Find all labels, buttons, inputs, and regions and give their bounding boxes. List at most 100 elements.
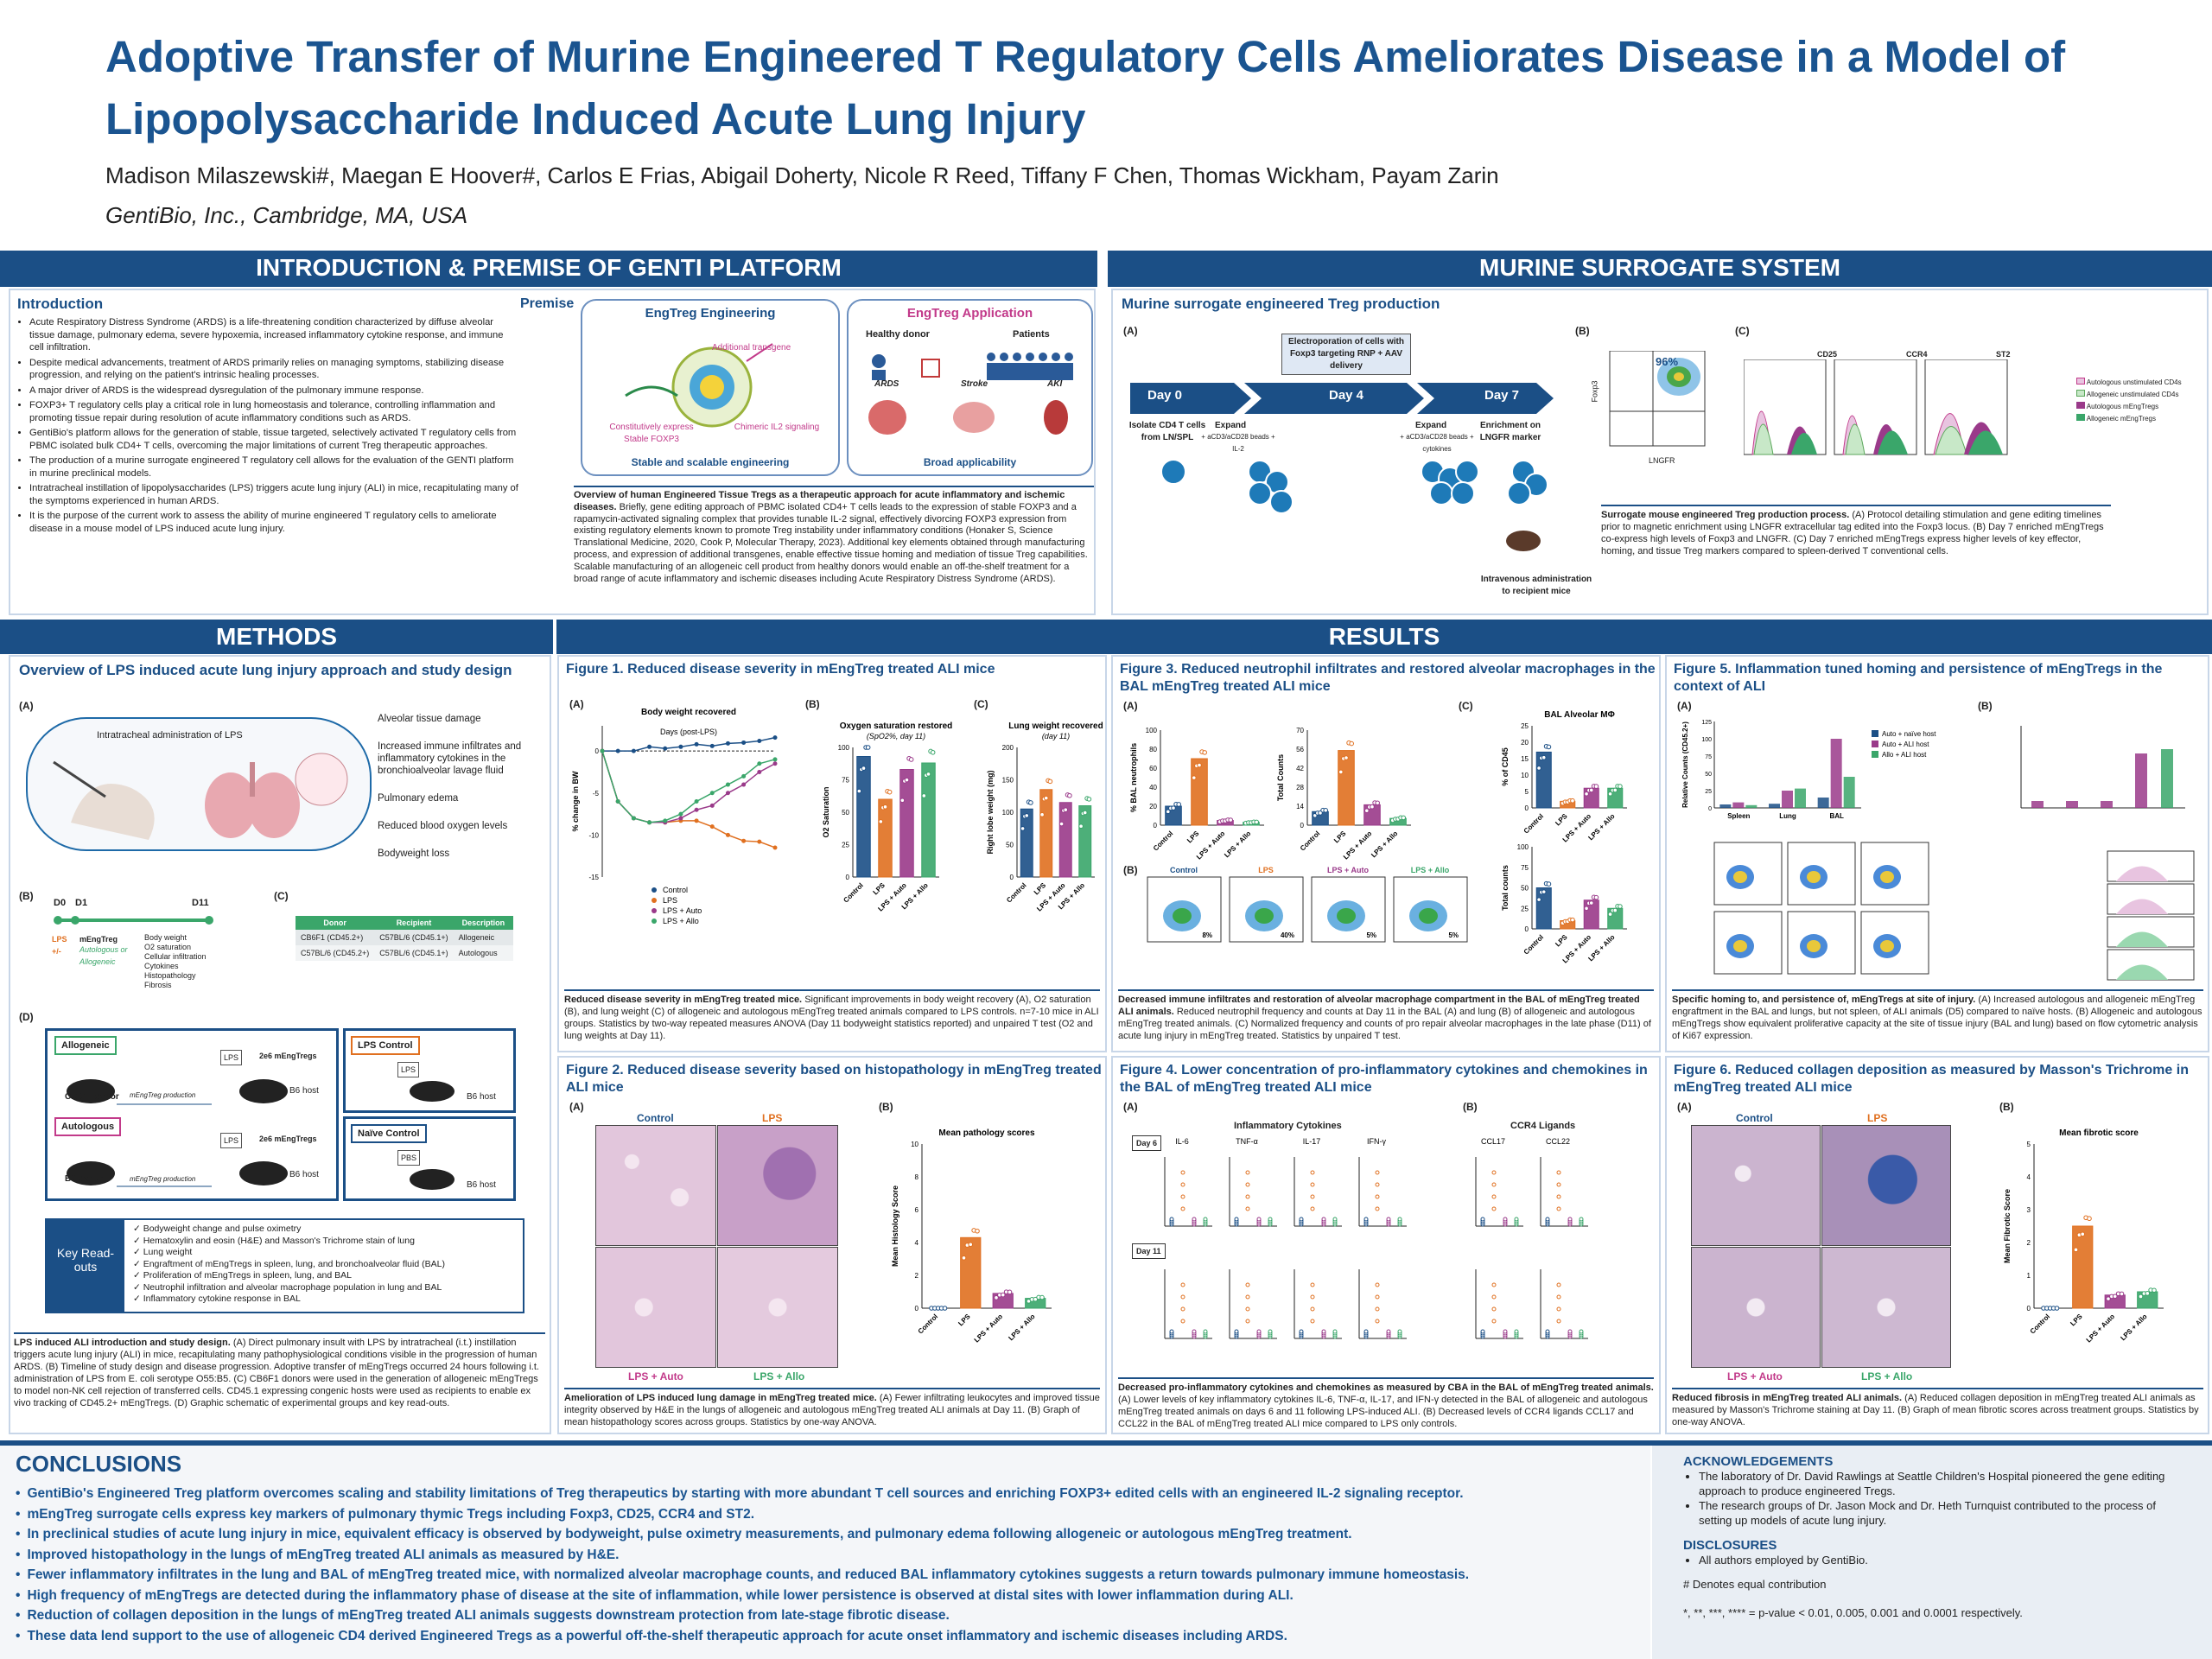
data-point — [1514, 1217, 1519, 1222]
flow-axis: Foxp3 — [1590, 380, 1599, 403]
data-point — [694, 807, 699, 812]
treg-cell-illustration — [625, 343, 773, 428]
tick-label: -10 — [588, 831, 599, 839]
ack-item: The laboratory of Dr. David Rawlings at … — [1699, 1469, 2181, 1498]
category-label: Control — [1152, 830, 1174, 852]
flow-population — [1419, 908, 1438, 924]
data-point — [1397, 1329, 1402, 1334]
data-point — [1375, 1294, 1380, 1300]
flow-pct: 96% — [1656, 355, 1679, 368]
legend-marker — [652, 918, 657, 924]
methods-heading: Overview of LPS induced acute lung injur… — [19, 662, 512, 678]
data-point — [1268, 1217, 1273, 1222]
data-point — [1310, 1182, 1315, 1187]
data-point — [1192, 1217, 1197, 1222]
intro-bullet: FOXP3+ T regulatory cells play a critica… — [29, 399, 518, 424]
design-text: B6 host — [289, 1086, 319, 1096]
fig2-title: Figure 2. Reduced disease severity based… — [566, 1063, 1102, 1095]
data-point — [725, 782, 730, 787]
flow-label: LPS + Allo — [1411, 866, 1450, 874]
data-point — [1491, 1282, 1497, 1287]
pval-note: *, **, ***, **** = p-value < 0.01, 0.005… — [1683, 1606, 2023, 1619]
bar — [856, 756, 871, 878]
conclusions-block: CONCLUSIONS GentiBio's Engineered Treg p… — [0, 1446, 1650, 1659]
axis-label: Right lobe weight (mg) — [986, 771, 995, 855]
data-point — [741, 838, 747, 843]
tick-label: 25 — [842, 842, 849, 849]
data-point — [1536, 897, 1541, 902]
data-point — [1556, 1319, 1561, 1324]
step-label: Enrichment on LNGFR marker — [1479, 421, 1541, 442]
axis-label: Mean Fibrotic Score — [2003, 1189, 2012, 1263]
tick-label: 4 — [915, 1239, 919, 1247]
histogram-peak — [2116, 866, 2168, 881]
data-point — [1612, 907, 1618, 913]
intro-band: INTRODUCTION & PREMISE OF GENTI PLATFORM — [0, 251, 1097, 287]
tick-label: 0 — [1154, 822, 1158, 830]
bottom-band — [0, 1440, 2212, 1446]
data-point — [1491, 1294, 1497, 1300]
tick-label: 20 — [1149, 803, 1157, 810]
key-item: ✓ Neutrophil infiltration and alveolar m… — [133, 1281, 442, 1293]
axis-label: Days (post-LPS) — [660, 728, 717, 736]
bar — [960, 1236, 982, 1309]
mt-label: LPS — [1867, 1112, 1888, 1124]
tick-label: 0 — [846, 874, 850, 881]
data-point — [1584, 906, 1589, 912]
data-point — [741, 773, 747, 779]
flow-population — [1807, 940, 1821, 952]
day-label: Day 6 — [1132, 1135, 1162, 1151]
intro-bullet: A major driver of ARDS is the widespread… — [29, 385, 518, 397]
histogram-peak — [2116, 931, 2168, 947]
data-point — [1007, 1289, 1013, 1295]
axis-label: % of CD45 — [1501, 747, 1510, 786]
tick-label: 50 — [842, 809, 849, 817]
bar — [1020, 808, 1033, 878]
data-point — [1063, 807, 1069, 812]
data-point — [709, 743, 715, 748]
data-point — [1546, 881, 1552, 887]
data-point — [757, 739, 762, 743]
table-cell: C57BL/6 (CD45.2+) — [301, 949, 370, 957]
data-point — [1192, 775, 1197, 780]
conclusion-item: Reduction of collagen deposition in the … — [16, 1605, 1640, 1626]
day-label: Day 0 — [1147, 388, 1183, 403]
data-point — [1245, 1319, 1250, 1324]
tick-label: 100 — [1002, 809, 1014, 817]
conclusion-item: Improved histopathology in the lungs of … — [16, 1545, 1640, 1566]
flow-population — [1255, 908, 1274, 924]
chart-title: Mean pathology scores — [938, 1128, 1035, 1138]
category-label: Control — [1522, 933, 1545, 956]
data-point — [772, 845, 778, 850]
it-label: Intratracheal administration of LPS — [97, 730, 243, 741]
app-label: ARDS — [874, 379, 899, 389]
table-cell: C57BL/6 (CD45.1+) — [379, 933, 448, 942]
legend-marker — [1872, 741, 1878, 747]
legend-item: Allogeneic mEngTregs — [2086, 415, 2156, 423]
bar — [1745, 804, 1758, 808]
data-point — [1024, 813, 1030, 818]
chart-title: Body weight recovered — [641, 708, 736, 717]
data-point — [1299, 1217, 1304, 1222]
design-text: B6 host — [467, 1092, 496, 1102]
category-label: Control — [1522, 812, 1545, 835]
data-point — [1086, 797, 1092, 802]
poster-title: Adoptive Transfer of Murine Engineered T… — [105, 32, 2066, 143]
data-point — [1579, 1329, 1584, 1334]
application-box: EngTreg Application Healthy donor Patien… — [847, 299, 1093, 476]
bar — [2031, 801, 2044, 808]
tick-label: 50 — [1705, 772, 1712, 778]
legend-label: LPS + Auto — [663, 906, 702, 915]
bar — [2101, 801, 2113, 808]
data-point — [1332, 1217, 1338, 1222]
data-point — [1375, 1170, 1380, 1175]
data-point — [2112, 1294, 2118, 1300]
intro-bullet: Intratracheal instillation of lipopolysa… — [29, 482, 518, 507]
data-point — [772, 735, 778, 741]
bar — [1830, 739, 1842, 808]
category-label: LPS — [1185, 830, 1201, 845]
data-point — [1310, 1170, 1315, 1175]
fig5-caption: Specific homing to, and persistence of, … — [1672, 989, 2203, 1042]
flow-population — [1173, 908, 1192, 924]
flow-population — [1337, 908, 1356, 924]
